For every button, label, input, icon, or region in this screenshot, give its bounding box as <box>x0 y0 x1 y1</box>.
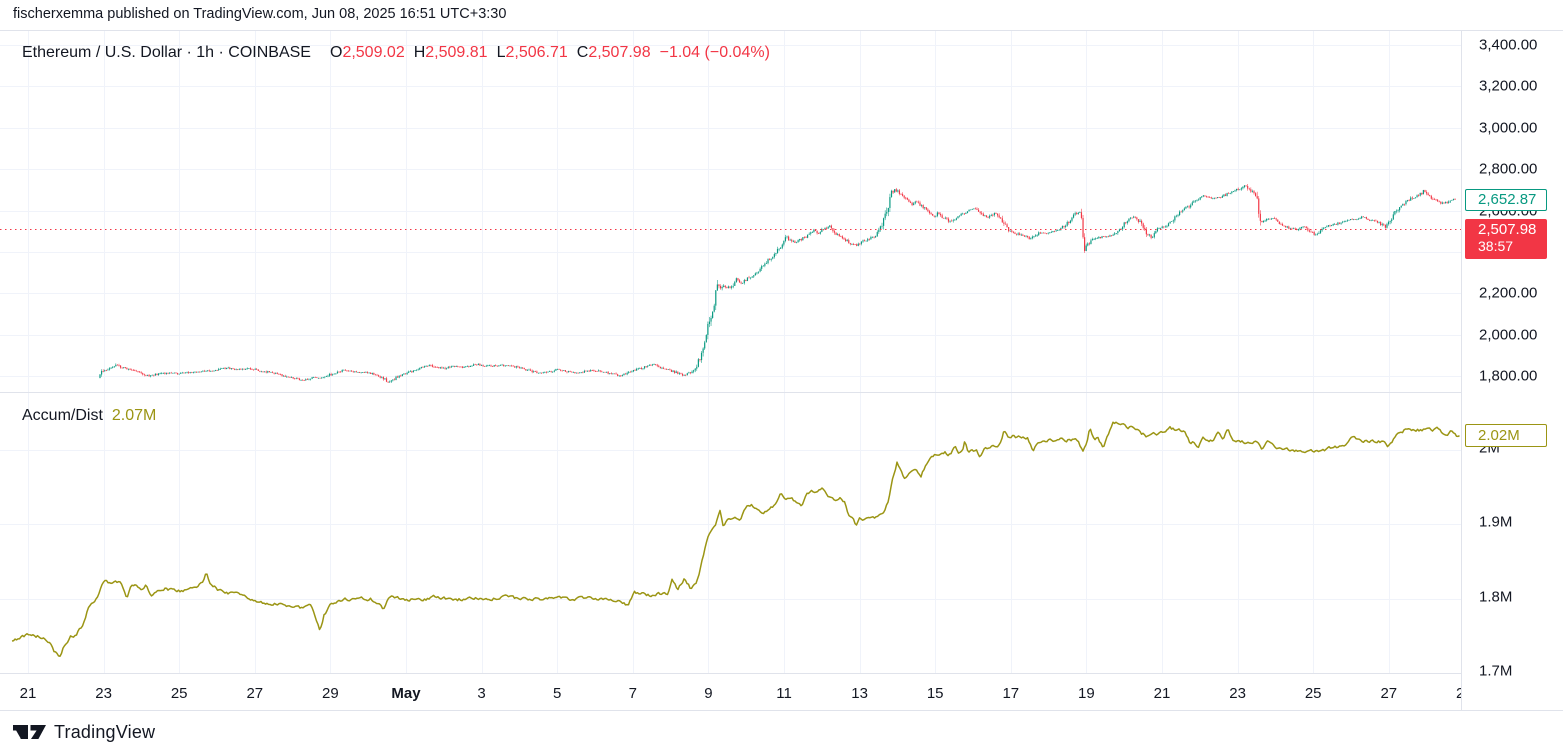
ohlc-letter: L <box>496 44 506 61</box>
price-tick-label: 3,200.00 <box>1479 77 1538 95</box>
ohlc-number: 2,509.02 <box>342 44 405 61</box>
time-axis[interactable]: 21 23 25 27 29 May 3 5 7 9 11 13 15 17 19 21 23 25 27 29 <box>0 673 1461 710</box>
time-tick-label: 25 <box>1304 685 1322 702</box>
time-tick-label: 9 <box>704 685 713 702</box>
tradingview-brand-text: TradingView <box>54 722 156 742</box>
time-tick-label: 25 <box>170 685 188 702</box>
ohlc-letter: H <box>413 44 426 61</box>
time-tick-label: 27 <box>1380 685 1398 702</box>
symbol-legend[interactable]: Ethereum / U.S. Dollar · 1h · COINBASE O2… <box>22 44 770 62</box>
accum-dist-tick-label: 1.7M <box>1479 662 1513 680</box>
price-tick-label: 1,800.00 <box>1479 367 1538 385</box>
ohlc-letter: C <box>576 44 589 61</box>
ohlc-number: 2,506.71 <box>505 44 568 61</box>
time-tick-label: 29 <box>1456 685 1461 702</box>
time-tick-label: 27 <box>246 685 264 702</box>
last-price-label: 2,652.87 <box>1465 188 1547 211</box>
current-price-label: 2,507.98 38:57 <box>1465 218 1547 259</box>
accum-dist-last-value-label: 2.02M <box>1465 423 1547 447</box>
current-price-value: 2,507.98 <box>1478 220 1537 238</box>
accum-dist-title: Accum/Dist <box>22 407 103 424</box>
tradingview-logo-icon <box>13 725 47 740</box>
time-tick-label: 15 <box>926 685 944 702</box>
time-tick-label: 29 <box>322 685 339 702</box>
price-axis[interactable]: 3,400.003,200.003,000.002,800.002,600.00… <box>1461 31 1563 710</box>
ohlc-letter: O <box>329 44 343 61</box>
accum-dist-tick-label: 1.8M <box>1479 588 1513 606</box>
last-price-value: 2,652.87 <box>1478 190 1537 208</box>
price-tick-label: 3,400.00 <box>1479 36 1538 54</box>
time-tick-label: 11 <box>776 685 792 702</box>
time-tick-label: May <box>391 685 421 702</box>
accum-dist-legend[interactable]: Accum/Dist 2.07M <box>22 407 156 425</box>
time-tick-label: 21 <box>19 685 37 702</box>
accum-dist-canvas[interactable] <box>0 393 1461 673</box>
attribution-bar: fischerxemma published on TradingView.co… <box>0 0 1563 31</box>
accum-dist-tick-label: 1.9M <box>1479 513 1513 531</box>
time-tick-label: 23 <box>95 685 112 702</box>
time-tick-label: 13 <box>851 685 868 702</box>
price-tick-label: 2,200.00 <box>1479 284 1538 302</box>
accum-dist-legend-value: 2.07M <box>111 407 157 424</box>
price-tick-label: 3,000.00 <box>1479 119 1538 137</box>
time-tick-label: 3 <box>477 685 486 702</box>
time-tick-label: 21 <box>1153 685 1171 702</box>
footer: TradingView <box>0 711 1563 756</box>
attribution-text: fischerxemma published on TradingView.co… <box>13 6 507 22</box>
tradingview-logo[interactable]: TradingView <box>13 722 155 743</box>
ohlc-values: O2,509.02 H2,509.81 L2,506.71 C2,507.98 <box>321 44 651 61</box>
time-tick-label: 23 <box>1229 685 1246 702</box>
time-tick-label: 17 <box>1002 685 1020 702</box>
price-tick-label: 2,800.00 <box>1479 160 1538 178</box>
time-tick-label: 19 <box>1078 685 1095 702</box>
time-tick-label: 5 <box>553 685 562 702</box>
pane-divider[interactable] <box>0 392 1461 393</box>
change-value: −1.04 (−0.04%) <box>659 44 770 61</box>
time-tick-label: 7 <box>628 685 637 702</box>
symbol-title: Ethereum / U.S. Dollar · 1h · COINBASE <box>22 44 311 61</box>
ohlc-number: 2,509.81 <box>425 44 488 61</box>
price-chart-canvas[interactable] <box>0 31 1461 392</box>
bar-countdown: 38:57 <box>1478 237 1514 254</box>
chart-bottom-border <box>0 710 1563 711</box>
accum-dist-last-value: 2.02M <box>1478 426 1520 444</box>
ohlc-number: 2,507.98 <box>588 44 651 61</box>
price-tick-label: 2,000.00 <box>1479 326 1538 344</box>
